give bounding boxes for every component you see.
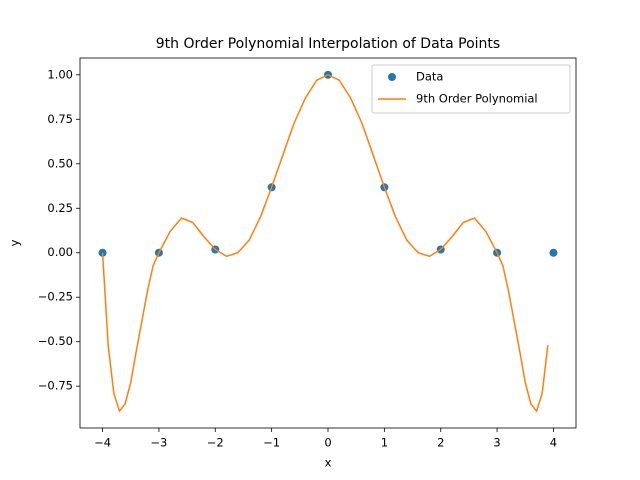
y-tick-label: −0.50 (38, 334, 73, 348)
y-tick-label: 0.75 (47, 112, 73, 126)
data-point (549, 248, 558, 257)
y-tick-label: 0.25 (47, 201, 73, 215)
legend-label: 9th Order Polynomial (416, 92, 538, 106)
x-tick-label: −2 (207, 436, 224, 450)
x-tick-label: 4 (550, 436, 557, 450)
x-tick-label: −3 (150, 436, 167, 450)
axes-frame (79, 57, 577, 429)
legend-marker (388, 73, 396, 81)
x-tick-label: −4 (94, 436, 111, 450)
y-tick-label: 0.00 (47, 245, 73, 259)
data-point (98, 248, 107, 257)
y-axis-label: y (8, 239, 22, 246)
legend-label: Data (416, 70, 443, 84)
y-tick-label: 0.50 (47, 156, 73, 170)
y-tick-label: −0.25 (38, 290, 73, 304)
x-tick-label: −1 (263, 436, 280, 450)
legend-box (371, 64, 571, 114)
x-tick-label: 0 (324, 436, 331, 450)
x-tick-label: 2 (437, 436, 444, 450)
x-axis-label: x (325, 456, 332, 470)
chart-title: 9th Order Polynomial Interpolation of Da… (156, 36, 500, 52)
y-tick-label: −0.75 (38, 379, 73, 393)
y-tick-label: 1.00 (47, 67, 73, 81)
x-tick-label: 3 (493, 436, 500, 450)
x-tick-label: 1 (381, 436, 388, 450)
poly-line (101, 73, 549, 413)
